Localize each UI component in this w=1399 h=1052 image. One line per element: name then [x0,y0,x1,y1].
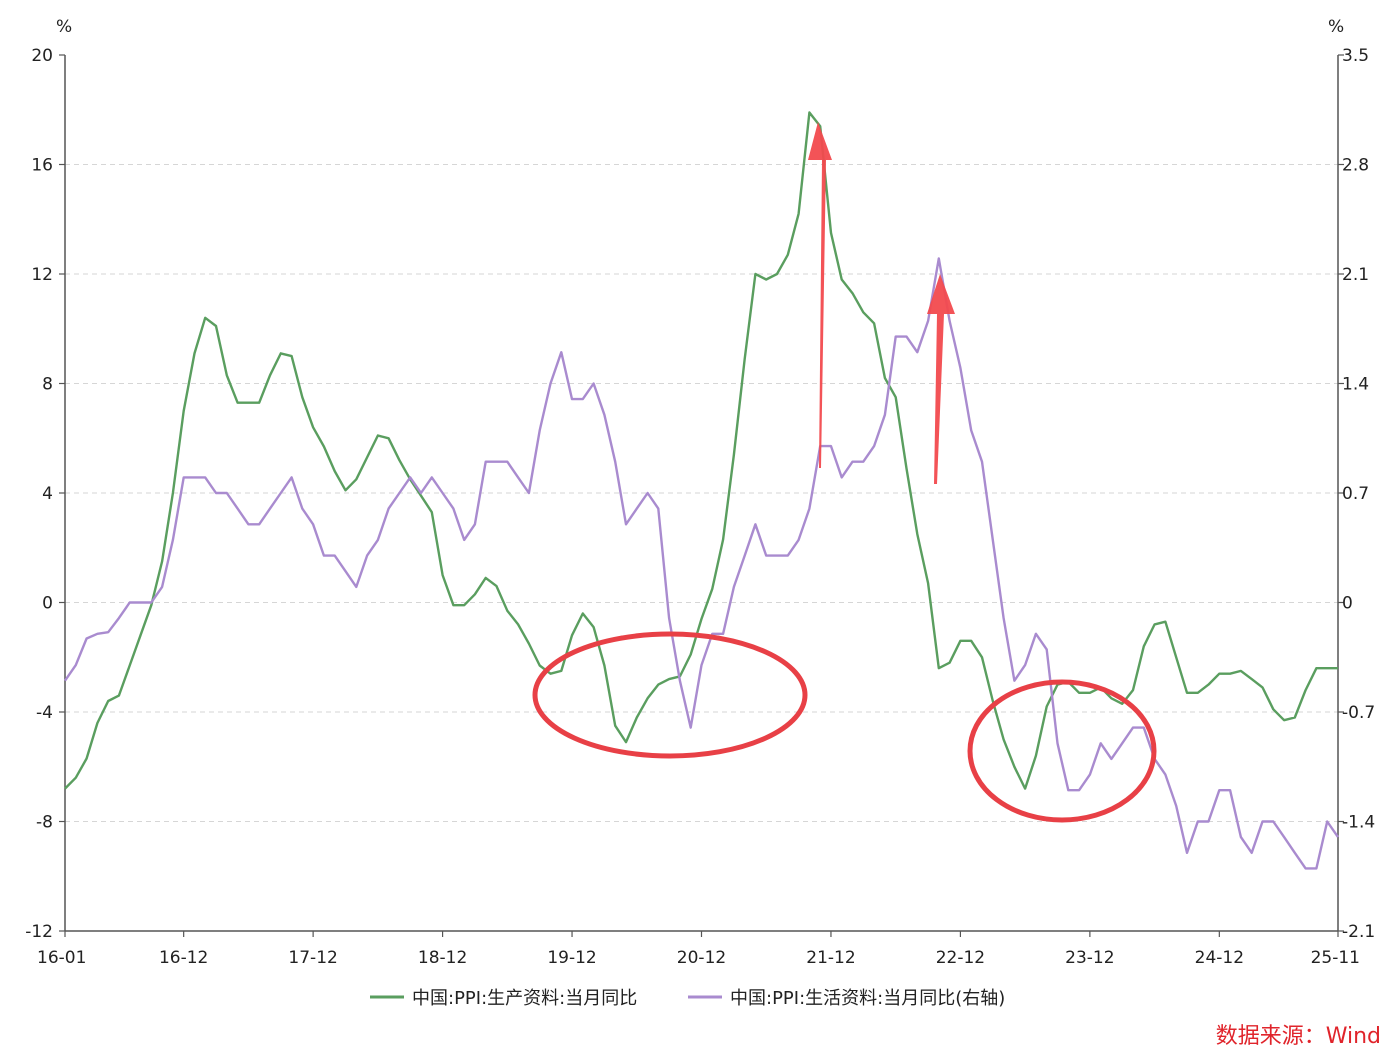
legend-label-1: 中国:PPI:生产资料:当月同比 [412,988,637,1009]
right-unit-label: % [1328,17,1344,37]
right-tick-label: 0 [1342,594,1353,614]
right-tick-label: 2.8 [1342,156,1369,176]
right-tick-label: 3.5 [1342,46,1369,66]
left-tick-label: 0 [42,594,53,614]
x-tick-label: 19-12 [547,948,596,968]
left-tick-label: -8 [36,813,53,833]
legend-label-2: 中国:PPI:生活资料:当月同比(右轴) [730,988,1005,1009]
left-tick-label: 12 [31,265,53,285]
right-tick-label: -1.4 [1342,813,1375,833]
x-tick-label: 18-12 [418,948,467,968]
x-tick-label: 22-12 [936,948,985,968]
x-tick-label: 23-12 [1065,948,1114,968]
left-unit-label: % [56,17,72,37]
left-tick-label: 20 [31,46,53,66]
left-tick-label: 4 [42,484,53,504]
ellipse-annotation-1 [532,631,808,759]
series-line-2 [64,257,1339,870]
left-tick-label: -4 [36,703,53,723]
axes: 20 16 12 8 4 0 -4 -8 -12 3.5 2.8 2.1 1.4 0.7 0 -0.7 -1.4… [25,17,1375,968]
series-line-1 [64,111,1338,790]
legend: 中国:PPI:生产资料:当月同比 中国:PPI:生活资料:当月同比(右轴) [370,988,1005,1009]
annotations [532,122,1157,823]
source-label: 数据来源：Wind [1216,1024,1381,1049]
left-tick-label: 16 [31,156,53,176]
x-tick-label: 20-12 [677,948,726,968]
right-tick-label: 0.7 [1342,484,1369,504]
x-tick-label: 17-12 [288,948,337,968]
x-tick-label: 16-12 [159,948,208,968]
left-tick-label: 8 [42,375,53,395]
x-tick-label: 21-12 [806,948,855,968]
ellipse-annotation-2 [967,679,1157,823]
left-tick-label: -12 [25,922,53,942]
arrow-annotation-2 [927,274,955,484]
right-tick-label: -0.7 [1342,703,1375,723]
right-tick-label: 1.4 [1342,375,1369,395]
right-tick-label: 2.1 [1342,265,1369,285]
x-tick-label: 24-12 [1195,948,1244,968]
x-tick-label: 25-11 [1311,948,1360,968]
arrow-annotation-1 [808,122,832,468]
x-tick-label: 16-01 [37,948,86,968]
right-tick-label: -2.1 [1342,922,1375,942]
